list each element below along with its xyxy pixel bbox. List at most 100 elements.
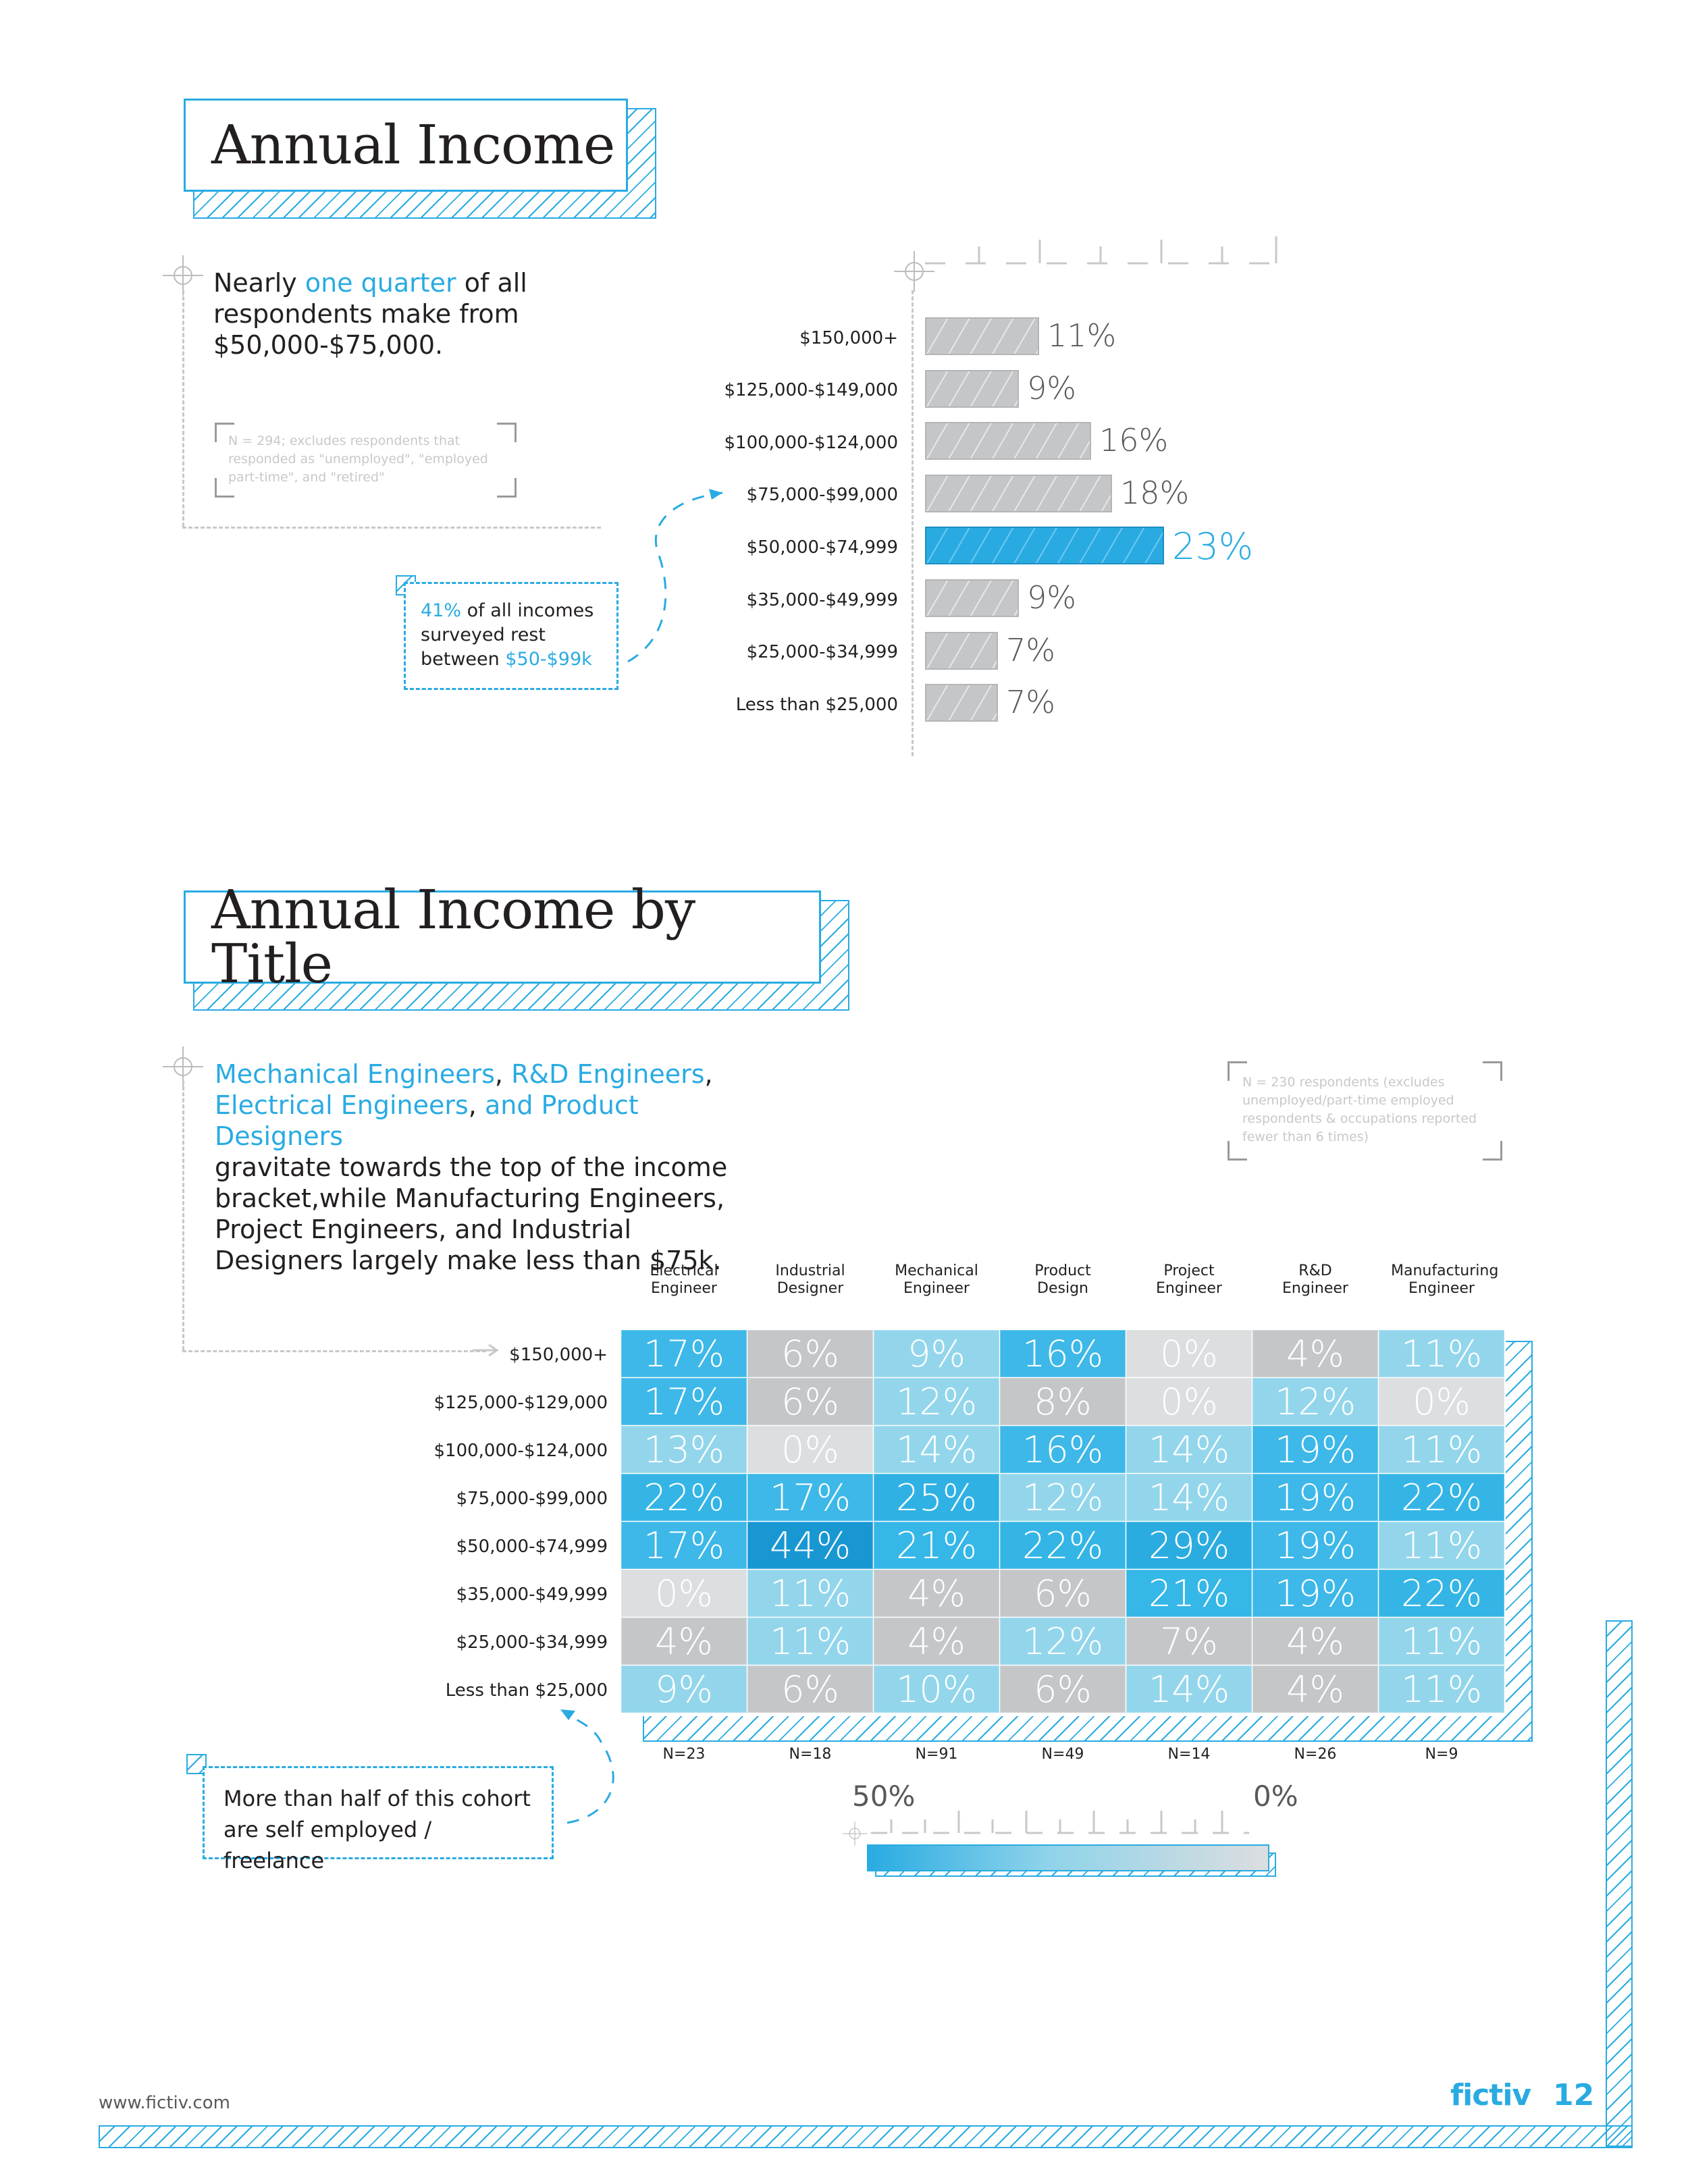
heatmap-cell: 22% [1379, 1474, 1504, 1521]
heatmap-cell: 22% [1379, 1570, 1504, 1617]
heatmap-cell: 29% [1126, 1522, 1252, 1569]
heatmap-cell: 12% [874, 1378, 999, 1425]
arrow-icon [473, 1343, 499, 1357]
heatmap-cell: 12% [1000, 1474, 1126, 1521]
legend-max-label: 50% [852, 1780, 916, 1813]
heatmap-cell: 11% [1379, 1666, 1504, 1713]
heatmap-cell: 19% [1252, 1570, 1378, 1617]
page-frame-bottom [99, 2125, 1633, 2148]
section2-intro: Mechanical Engineers, R&D Engineers, Ele… [215, 1059, 768, 1276]
bar-label: $75,000-$99,000 [746, 485, 898, 505]
intro-text: , [494, 1059, 512, 1089]
heatmap-cell: 17% [621, 1522, 747, 1569]
guide-line [182, 527, 601, 529]
sample-note: N = 294; excludes respondents that respo… [228, 433, 488, 485]
heatmap-cell: 17% [621, 1378, 747, 1425]
heatmap-cell: 11% [747, 1570, 873, 1617]
column-header: R&D Engineer [1282, 1262, 1348, 1297]
heatmap-cell: 6% [747, 1330, 873, 1377]
row-label: $125,000-$129,000 [433, 1393, 608, 1413]
heatmap-cell: 6% [1000, 1570, 1126, 1617]
heatmap-cell: 22% [1000, 1522, 1126, 1569]
page-frame-right [1606, 1620, 1633, 2147]
heatmap-cell: 4% [621, 1618, 747, 1665]
bar-label: $25,000-$34,999 [746, 642, 898, 662]
legend-min-label: 0% [1253, 1780, 1298, 1813]
crosshair-icon [163, 1046, 203, 1087]
heatmap-cell: 0% [1379, 1378, 1504, 1425]
callout-arrow [560, 1709, 614, 1824]
heatmap-cell: 7% [1126, 1618, 1252, 1665]
column-n-label: N=9 [1425, 1746, 1458, 1763]
heatmap-cell: 19% [1252, 1522, 1378, 1569]
heatmap-cell: 6% [1000, 1666, 1126, 1713]
note-corner [1228, 1141, 1247, 1161]
column-header: Product Design [1034, 1262, 1091, 1297]
column-n-label: N=18 [789, 1746, 832, 1763]
income-bars: 11% 9% 16% 18% 23% 9% 7% 7% [925, 317, 1330, 736]
column-header: Industrial Designer [775, 1262, 845, 1297]
heatmap-cell: 17% [621, 1330, 747, 1377]
crosshair-icon [894, 251, 934, 292]
heatmap-cell: 16% [1000, 1426, 1126, 1473]
heatmap-cell: 17% [747, 1474, 873, 1521]
section-title-annual-income: Annual Income [184, 99, 628, 192]
bar-highlight [925, 527, 1164, 565]
column-n-label: N=91 [915, 1746, 958, 1763]
heatmap-cell: 6% [747, 1666, 873, 1713]
crosshair-icon [842, 1821, 867, 1846]
row-label: $50,000-$74,999 [456, 1537, 608, 1557]
heatmap-cell: 4% [1252, 1618, 1378, 1665]
heatmap-cell: 21% [874, 1522, 999, 1569]
row-label: $100,000-$124,000 [433, 1441, 608, 1461]
heatmap-cell: 14% [1126, 1474, 1252, 1521]
column-header: Electrical Engineer [650, 1262, 718, 1297]
intro-highlight: R&D Engineers [511, 1059, 705, 1089]
chart-ruler [925, 236, 1277, 265]
heatmap-cell: 10% [874, 1666, 999, 1713]
heatmap-cell: 12% [1252, 1378, 1378, 1425]
footer-brand-logo: fictiv [1450, 2078, 1531, 2112]
intro-text: , [704, 1059, 713, 1089]
income-bar-labels: $150,000+ $125,000-$149,000 $100,000-$12… [608, 0, 899, 2184]
column-header: Manufacturing Engineer [1391, 1262, 1499, 1297]
bar [925, 317, 1039, 355]
bar-value-label: 23% [1172, 525, 1254, 568]
legend-ruler [871, 1811, 1249, 1834]
footer-url[interactable]: www.fictiv.com [99, 2093, 230, 2113]
heatmap-cell: 25% [874, 1474, 999, 1521]
heatmap-cell: 22% [621, 1474, 747, 1521]
column-n-label: N=14 [1167, 1746, 1211, 1763]
guide-line [182, 290, 184, 527]
bar-label: $125,000-$149,000 [724, 380, 899, 400]
heatmap-row-labels: $150,000+ $125,000-$129,000 $100,000-$12… [405, 0, 608, 2184]
callout-text: More than half of this cohort are self e… [223, 1786, 531, 1873]
intro-highlight: one quarter [305, 268, 456, 298]
row-label: $35,000-$49,999 [456, 1584, 608, 1605]
heatmap-cell: 11% [1379, 1522, 1504, 1569]
sample-note: N = 230 respondents (excludes unemployed… [1242, 1075, 1477, 1144]
intro-highlight: and Product Designers [215, 1090, 639, 1151]
column-header: Mechanical Engineer [895, 1262, 978, 1297]
heatmap-cell: 21% [1126, 1570, 1252, 1617]
heatmap-cell: 11% [1379, 1618, 1504, 1665]
bar [925, 684, 998, 722]
heatmap-cell: 6% [747, 1378, 873, 1425]
callout-shadow [186, 1754, 207, 1774]
row-label: $75,000-$99,000 [456, 1489, 608, 1509]
heatmap-cell: 4% [874, 1618, 999, 1665]
heatmap-cell: 0% [1126, 1378, 1252, 1425]
heatmap-cell: 19% [1252, 1426, 1378, 1473]
column-n-label: N=26 [1294, 1746, 1337, 1763]
bar-label: $100,000-$124,000 [724, 433, 899, 453]
note-corner [1483, 1061, 1502, 1081]
heatmap-cell: 11% [1379, 1330, 1504, 1377]
bar-value-label: 9% [1027, 369, 1076, 406]
note-corner [215, 423, 234, 442]
bar [925, 369, 1019, 408]
bar-value-label: 7% [1006, 631, 1055, 668]
heatmap-cell: 0% [621, 1570, 747, 1617]
heatmap-cell: 16% [1000, 1330, 1126, 1377]
bar-label: $35,000-$49,999 [746, 590, 898, 610]
intro-text: gravitate towards the top of the income … [215, 1152, 728, 1275]
